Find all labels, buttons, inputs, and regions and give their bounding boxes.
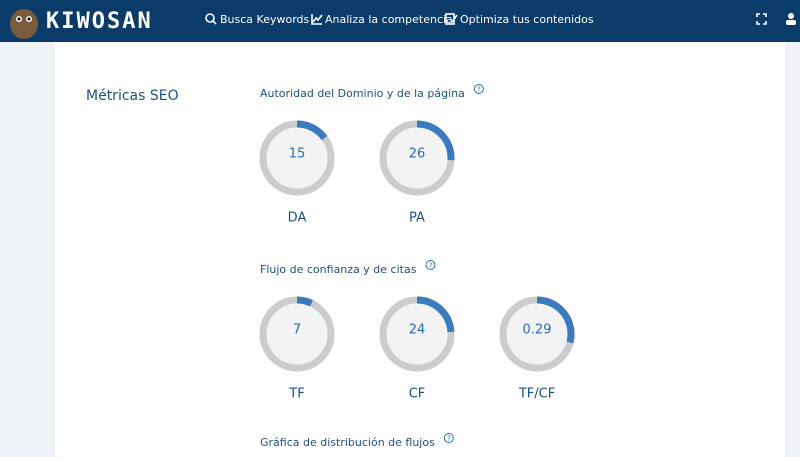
logo[interactable]: KIWOSAN (46, 9, 153, 34)
gauge-arc (416, 120, 455, 161)
logo-mascot (10, 9, 38, 39)
nav-item[interactable]: Busca Keywords (220, 13, 310, 26)
nav-icons (205, 13, 767, 25)
group-title: Autoridad del Dominio y de la página (260, 87, 465, 100)
gauge-value: 15 (289, 147, 306, 162)
gauge-label: TF (288, 387, 304, 402)
gauge-label: DA (288, 211, 307, 226)
help-icon (473, 84, 484, 94)
group-title: Gráfica de distribución de flujos (260, 436, 435, 449)
gauge-label: CF (409, 387, 426, 402)
gauge-value: 7 (293, 323, 301, 338)
gauge-arc (296, 120, 328, 141)
gauge-label: TF/CF (518, 387, 555, 402)
section-title: Métricas SEO (86, 88, 179, 104)
help-icon (443, 433, 454, 443)
help-mark[interactable]: ? (447, 435, 451, 443)
content-panel (55, 42, 785, 457)
help-mark[interactable]: ? (429, 262, 433, 270)
group-title: Flujo de confianza y de citas (260, 263, 417, 276)
nav-item[interactable]: Optimiza tus contenidos (460, 13, 594, 26)
gauge-value: 24 (409, 323, 426, 338)
gauge-value: 0.29 (523, 323, 552, 338)
gauge-label: PA (409, 211, 425, 226)
gauge-value: 26 (409, 147, 426, 162)
gauge-arc (296, 296, 313, 307)
header-bar (0, 0, 800, 42)
gauge-arc (536, 296, 575, 344)
nav-item[interactable]: Analiza la competencia (325, 13, 453, 26)
help-icon (425, 260, 436, 270)
help-mark[interactable]: ? (477, 86, 481, 94)
gauge-arc (416, 296, 455, 333)
user-icon[interactable] (786, 13, 796, 25)
